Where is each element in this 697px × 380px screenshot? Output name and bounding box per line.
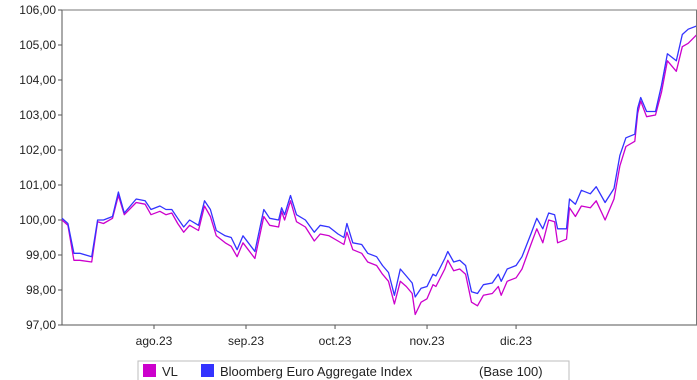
y-tick-label: 101,00: [19, 178, 56, 192]
x-tick-label: oct.23: [319, 334, 352, 348]
x-tick-label: ago.23: [136, 334, 173, 348]
legend-label-vl: VL: [162, 364, 178, 379]
x-tick-label: sep.23: [228, 334, 264, 348]
y-tick-label: 99,00: [26, 248, 56, 262]
legend-label-bloomberg: Bloomberg Euro Aggregate Index: [220, 364, 413, 379]
y-tick-label: 100,00: [19, 213, 56, 227]
y-tick-label: 98,00: [26, 283, 56, 297]
series-line-vl: [61, 25, 697, 316]
legend-suffix: (Base 100): [479, 364, 543, 379]
y-tick-label: 103,00: [19, 108, 56, 122]
legend: VL Bloomberg Euro Aggregate Index (Base …: [137, 360, 570, 380]
y-axis: 106,00 105,00 104,00 103,00 102,00 101,00 100,…: [19, 3, 63, 332]
x-tick-label: nov.23: [409, 334, 444, 348]
x-tick-label: dic.23: [500, 334, 532, 348]
y-tick-label: 106,00: [19, 3, 56, 17]
y-tick-label: 102,00: [19, 143, 56, 157]
y-tick-label: 105,00: [19, 38, 56, 52]
legend-box: [137, 360, 570, 380]
y-tick-label: 104,00: [19, 73, 56, 87]
legend-swatch-vl: [143, 364, 156, 377]
y-tick-label: 97,00: [26, 318, 56, 332]
series-lines: [61, 14, 697, 316]
legend-swatch-bloomberg: [201, 364, 214, 377]
x-axis: ago.23 sep.23 oct.23 nov.23 dic.23: [62, 324, 697, 348]
series-line-bloomberg: [61, 14, 697, 298]
